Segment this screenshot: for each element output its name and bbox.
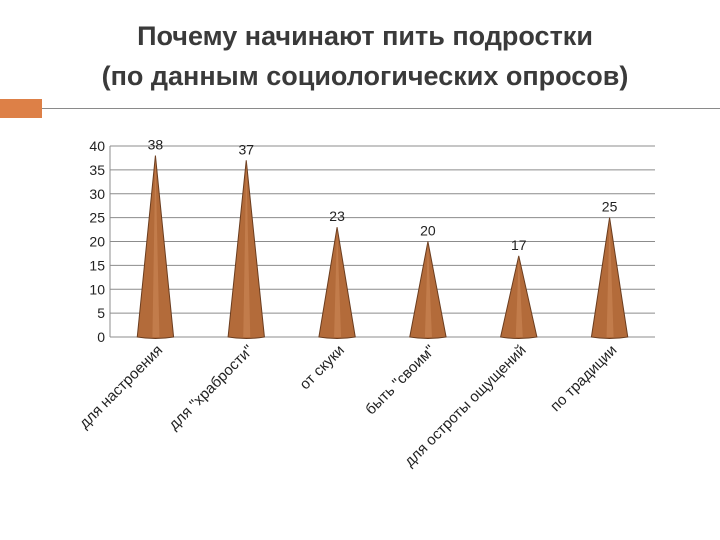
y-tick-label: 35 [89,162,105,178]
x-tick-label: для настроения [76,342,166,432]
bar-highlight [606,217,614,337]
y-tick-label: 10 [89,281,105,297]
y-tick-label: 20 [89,234,105,250]
data-label: 37 [238,141,254,157]
data-label: 23 [329,208,345,224]
bar-highlight [334,227,342,337]
data-label: 38 [148,137,164,153]
y-tick-label: 40 [89,138,105,154]
slide-title: Почему начинают пить подростки (по данны… [40,16,690,96]
bar-highlight [243,160,251,337]
data-label: 20 [420,223,436,239]
y-tick-label: 5 [97,305,105,321]
data-label: 25 [602,199,618,215]
x-tick-label: по традиции [547,342,620,415]
y-tick-label: 15 [89,257,105,273]
bar-highlight [152,155,160,337]
data-label: 17 [511,237,527,253]
title-underline [42,108,720,109]
title-line-1: Почему начинают пить подростки [137,21,593,51]
x-tick-label: быть "своим" [362,342,439,419]
x-tick-label: от скуки [296,342,347,393]
y-tick-label: 30 [89,186,105,202]
y-tick-label: 25 [89,210,105,226]
bar-highlight [515,255,523,337]
x-tick-label: для "храбрости" [165,342,257,434]
title-line-2: (по данным социологических опросов) [101,61,629,91]
bar-highlight [424,241,432,337]
accent-bar [0,99,42,118]
y-tick-label: 0 [97,329,105,345]
